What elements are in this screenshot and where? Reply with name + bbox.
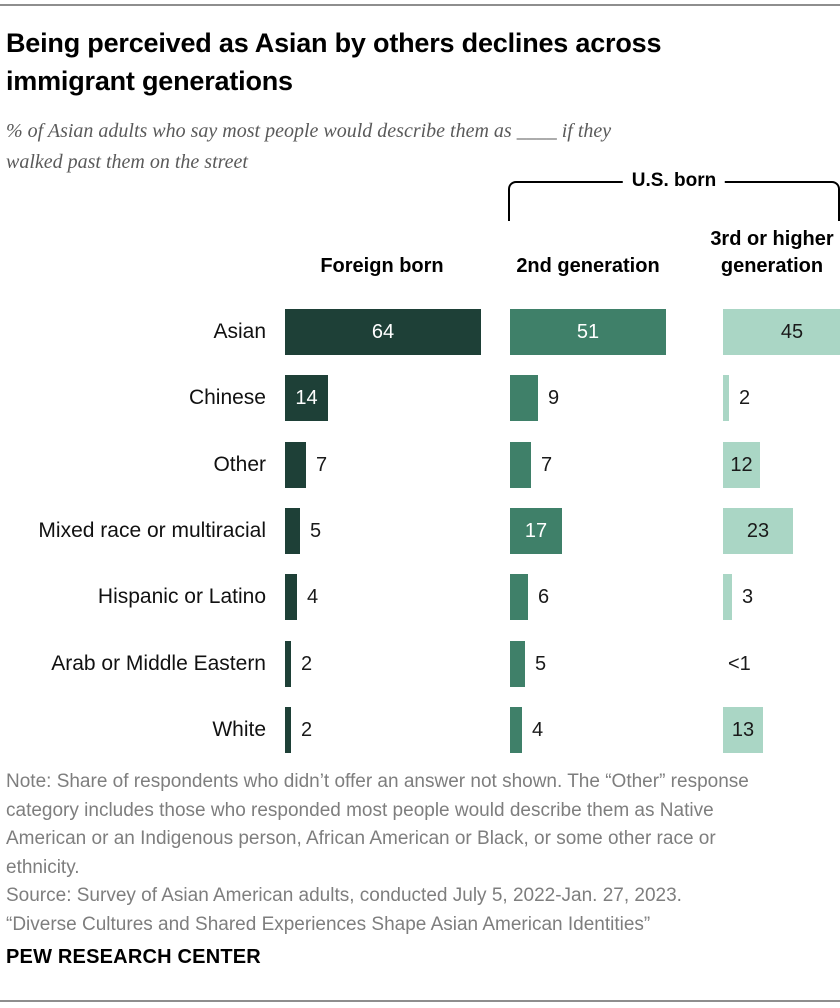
bar-foreign-born [285, 442, 306, 488]
pew-research-center-wordmark: PEW RESEARCH CENTER [6, 946, 261, 968]
value-label-inside: 64 [371, 321, 395, 343]
value-label-outside: 2 [301, 718, 313, 741]
category-label: White [212, 718, 266, 741]
bar-2nd-generation: 17 [510, 508, 562, 554]
category-label: Mixed race or multiracial [38, 519, 266, 542]
value-label-outside: 5 [310, 519, 322, 542]
bar-2nd-generation [510, 574, 528, 620]
value-label-outside: 2 [301, 652, 313, 675]
value-label-outside: 4 [307, 585, 319, 608]
column-header-foreign-born: Foreign born [320, 255, 444, 277]
value-label-inside: 13 [731, 719, 755, 741]
value-label-inside: 17 [524, 520, 548, 542]
bar-foreign-born: 14 [285, 375, 328, 421]
value-label-outside: 7 [541, 453, 553, 476]
page-title: Being perceived as Asian by others decli… [6, 24, 811, 100]
bar-2nd-generation [510, 641, 525, 687]
value-label-outside: 2 [739, 386, 751, 409]
value-label-inside: 12 [730, 454, 753, 476]
category-label: Chinese [188, 386, 266, 409]
value-label-outside: 3 [742, 585, 754, 608]
source-line: Source: Survey of Asian American adults,… [6, 885, 682, 907]
value-label-outside: 7 [316, 453, 328, 476]
bar-foreign-born [285, 508, 300, 554]
bar-2nd-generation [510, 375, 538, 421]
category-label: Hispanic or Latino [97, 585, 266, 608]
bottom-divider [0, 1000, 840, 1002]
category-label: Asian [213, 320, 266, 343]
note-line: Note: Share of respondents who didn’t of… [6, 771, 749, 792]
us-born-bracket: U.S. born [508, 170, 840, 221]
value-label-inside: 23 [746, 520, 770, 542]
bar-3rd-or-higher-generation [723, 375, 729, 421]
bar-3rd-or-higher-generation: 23 [723, 508, 793, 554]
bar-2nd-generation [510, 442, 531, 488]
bar-foreign-born [285, 574, 297, 620]
bar-3rd-or-higher-generation: 45 [723, 309, 840, 355]
value-label-inside: 51 [576, 321, 600, 343]
bar-2nd-generation: 51 [510, 309, 666, 355]
bar-foreign-born [285, 641, 291, 687]
subtitle-line-2: walked past them on the street [6, 151, 248, 173]
category-label: Other [213, 453, 266, 476]
note-line: ethnicity. [6, 856, 80, 878]
bar-3rd-or-higher-generation [723, 574, 732, 620]
bar-3rd-or-higher-generation: 13 [723, 707, 763, 753]
value-label-outside: 5 [535, 652, 547, 675]
bar-foreign-born: 64 [285, 309, 481, 355]
value-label-outside: 9 [548, 386, 560, 409]
value-label-outside: 4 [532, 718, 544, 741]
bar-2nd-generation [510, 707, 522, 753]
title-line-1: Being perceived as Asian by others decli… [6, 28, 662, 58]
value-label-outside: <1 [728, 652, 751, 675]
note-line: category includes those who responded mo… [6, 799, 714, 821]
value-label-inside: 45 [780, 321, 804, 343]
column-header-2nd-generation: 2nd generation [516, 255, 660, 277]
chart-subtitle: % of Asian adults who say most people wo… [6, 116, 806, 178]
bar-foreign-born [285, 707, 291, 753]
subtitle-line-1: % of Asian adults who say most people wo… [6, 120, 612, 142]
note-line: American or an Indigenous person, Africa… [6, 828, 716, 850]
us-born-bracket-label: U.S. born [622, 170, 726, 192]
title-line-2: immigrant generations [6, 66, 293, 96]
bar-3rd-or-higher-generation: 12 [723, 442, 760, 488]
value-label-outside: 6 [538, 585, 550, 608]
value-label-inside: 14 [295, 387, 318, 409]
notes-block: Note: Share of respondents who didn’t of… [6, 768, 830, 940]
report-title-line: “Diverse Cultures and Shared Experiences… [6, 913, 651, 935]
category-label: Arab or Middle Eastern [51, 652, 266, 675]
column-header-3rd-or-higher-generation: 3rd or higher generation [710, 228, 834, 277]
top-divider [0, 4, 840, 6]
